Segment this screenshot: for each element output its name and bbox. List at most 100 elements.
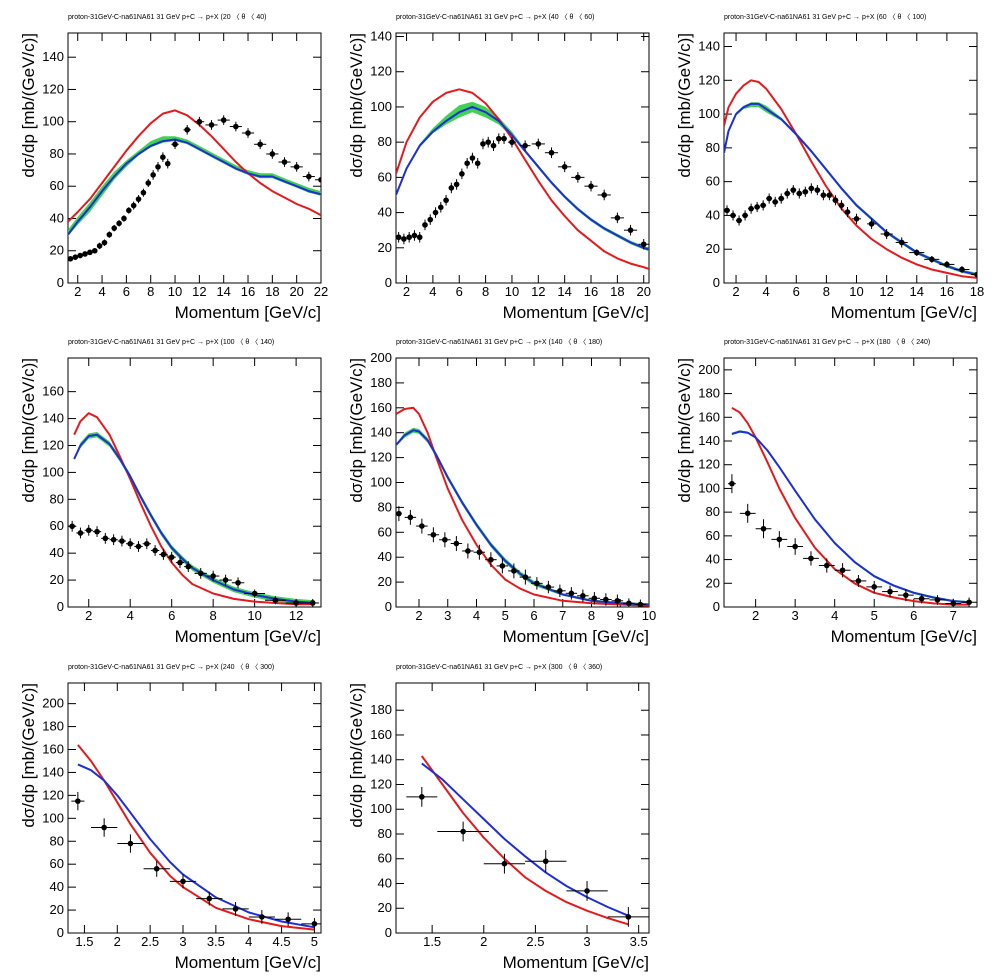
y-tick-label: 0	[57, 599, 64, 614]
data-point	[483, 853, 526, 874]
x-tick-label: 2	[480, 934, 487, 949]
data-point	[266, 149, 279, 159]
x-tick-label: 10	[247, 608, 261, 623]
data-point	[929, 595, 946, 605]
x-tick-label: 10	[849, 284, 863, 299]
data-marker	[744, 510, 751, 517]
data-point	[462, 543, 474, 559]
y-tick-label: 80	[378, 134, 392, 149]
y-tick-label: 20	[378, 240, 392, 255]
chart-title: proton-31GeV-C-na61NA61 31 GeV p+C → p+X…	[724, 13, 926, 21]
data-point	[727, 474, 736, 494]
y-tick-label: 100	[42, 810, 64, 825]
data-marker	[160, 551, 167, 558]
x-tick-label: 10	[642, 608, 656, 623]
data-marker	[91, 247, 98, 254]
data-point	[796, 188, 803, 199]
y-tick-label: 160	[370, 400, 392, 415]
chart-panel-1: proton-31GeV-C-na61NA61 31 GeV p+C → p+X…	[19, 13, 328, 322]
data-marker	[534, 580, 540, 587]
x-tick-label: 5	[871, 608, 878, 623]
data-marker	[96, 243, 103, 249]
data-point	[183, 124, 191, 135]
data-marker	[832, 197, 839, 204]
x-tick-label: 14	[910, 284, 924, 299]
x-tick-label: 8	[210, 608, 217, 623]
data-marker	[184, 126, 191, 133]
data-point	[145, 178, 152, 188]
data-point	[787, 538, 804, 555]
data-point	[206, 570, 220, 582]
data-point	[531, 577, 543, 590]
data-point	[155, 162, 161, 172]
x-axis-label: Momentum [GeV/c]	[503, 303, 649, 322]
data-marker	[499, 563, 506, 569]
red-model-curve	[420, 755, 629, 926]
data-point	[508, 563, 520, 579]
y-tick-label: 180	[370, 702, 392, 717]
data-marker	[306, 173, 312, 180]
data-marker	[742, 212, 748, 219]
data-marker	[501, 860, 508, 867]
data-marker	[480, 141, 486, 147]
data-marker	[584, 888, 590, 894]
data-point	[766, 193, 773, 204]
y-tick-label: 0	[713, 275, 720, 290]
data-point	[150, 170, 156, 180]
y-tick-label: 200	[370, 350, 392, 365]
x-tick-label: 2.5	[141, 934, 159, 949]
data-marker	[557, 588, 563, 594]
data-point	[169, 874, 197, 889]
data-marker	[568, 590, 575, 597]
data-marker	[293, 164, 300, 170]
red-model-curve	[396, 88, 649, 270]
data-marker	[784, 190, 791, 197]
data-point	[469, 152, 476, 164]
data-point	[519, 569, 532, 585]
data-point	[401, 233, 407, 245]
data-marker	[522, 574, 529, 580]
data-marker	[432, 209, 439, 216]
x-tick-label: 16	[584, 284, 598, 299]
data-point	[473, 544, 486, 560]
x-tick-label: 3.5	[207, 934, 225, 949]
y-tick-label: 100	[42, 114, 64, 129]
y-tick-label: 60	[378, 524, 392, 539]
data-marker	[318, 176, 321, 183]
y-tick-label: 140	[698, 433, 720, 448]
y-axis-label: dσ/dp [mb/(GeV/c)]	[675, 33, 694, 178]
data-point	[544, 147, 559, 158]
data-marker	[929, 256, 935, 263]
chart-title: proton-31GeV-C-na61NA61 31 GeV p+C → p+X…	[68, 13, 266, 21]
data-point	[945, 598, 962, 607]
y-tick-label: 160	[42, 742, 64, 757]
data-marker	[488, 556, 494, 563]
data-point	[897, 589, 914, 602]
data-point	[248, 910, 275, 924]
y-tick-label: 60	[378, 169, 392, 184]
data-marker	[778, 195, 785, 202]
data-point	[913, 593, 930, 604]
data-marker	[177, 559, 183, 566]
y-tick-label: 80	[378, 499, 392, 514]
data-point	[480, 138, 486, 150]
y-tick-label: 80	[378, 826, 392, 841]
data-marker	[626, 600, 632, 607]
y-axis-label: dσ/dp [mb/(GeV/c)]	[19, 358, 38, 503]
data-marker	[460, 828, 466, 835]
data-point	[117, 834, 144, 853]
data-marker	[820, 192, 827, 198]
y-axis-label: dσ/dp [mb/(GeV/c)]	[347, 358, 366, 503]
x-axis-label: Momentum [GeV/c]	[175, 953, 321, 972]
y-tick-label: 60	[378, 851, 392, 866]
data-point	[611, 594, 624, 607]
data-point	[134, 541, 143, 552]
y-tick-label: 20	[378, 900, 392, 915]
plot-area	[727, 406, 977, 607]
data-point	[416, 231, 423, 243]
data-marker	[233, 123, 239, 130]
data-marker	[208, 122, 215, 128]
plot-frame	[67, 32, 322, 284]
data-point	[495, 133, 502, 144]
